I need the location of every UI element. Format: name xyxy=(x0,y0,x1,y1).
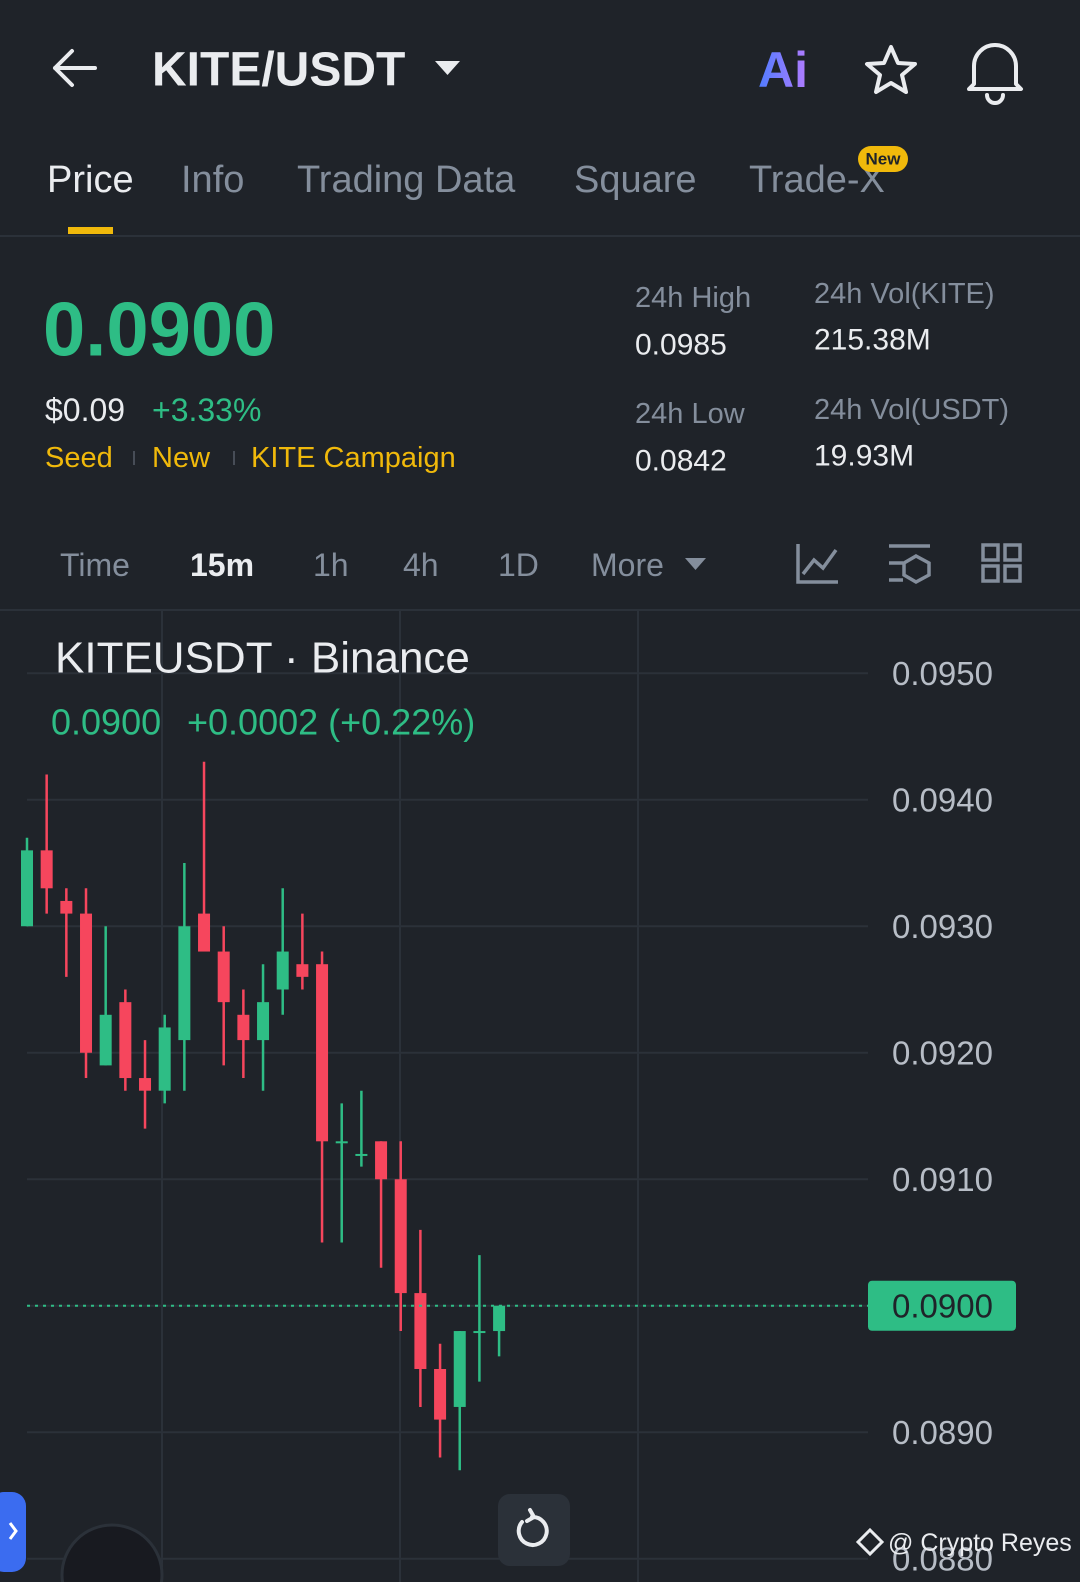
stat-label: 24h High xyxy=(635,282,751,314)
candle-body xyxy=(276,951,289,990)
candle-body xyxy=(158,1027,171,1091)
chart-type-button[interactable] xyxy=(796,544,838,584)
usd-price: $0.09 xyxy=(45,392,125,428)
y-tick-label: 0.0880 xyxy=(892,1540,993,1577)
ai-button[interactable]: Ai xyxy=(758,42,808,98)
candle-body xyxy=(453,1331,466,1407)
current-price-box xyxy=(868,1280,1016,1331)
indicator-button[interactable] xyxy=(889,544,931,585)
y-tick-label: 0.0940 xyxy=(892,781,993,818)
chart-title: KITEUSDT · Binance xyxy=(55,634,470,683)
candle-body xyxy=(296,964,309,977)
tab[interactable]: Info xyxy=(181,159,244,201)
watermark: @ Crypto Reyes xyxy=(888,1529,1072,1557)
chart: 0.0950 0.0940 0.0930 0.0920 0.0910 0.0900 0.08… xyxy=(21,610,1016,1582)
candle-body xyxy=(198,913,211,952)
tv-logo xyxy=(60,1523,164,1582)
stat-value: 215.38M xyxy=(814,324,931,357)
chart-change: +0.0002 (+0.22%) xyxy=(187,702,475,743)
last-price: 0.0900 xyxy=(43,288,275,373)
interval[interactable]: 1D xyxy=(498,547,539,583)
tab[interactable]: Square xyxy=(574,159,697,201)
more-arrow xyxy=(685,558,706,570)
back-button[interactable] xyxy=(53,49,97,87)
candle-body xyxy=(99,1014,112,1066)
candle-body xyxy=(493,1305,506,1332)
candle-body xyxy=(316,964,329,1142)
reset-icon xyxy=(516,1508,549,1547)
candle-body xyxy=(375,1141,388,1180)
chart-last: 0.0900 xyxy=(51,702,161,743)
candle-body xyxy=(178,926,191,1041)
candle-body xyxy=(119,1002,132,1079)
y-tick-label: 0.0920 xyxy=(892,1034,993,1071)
stat-label: 24h Vol(KITE) xyxy=(814,278,995,310)
layout-button[interactable] xyxy=(981,543,1022,583)
watermark-icon xyxy=(855,1527,885,1557)
side-arrow xyxy=(8,1522,18,1540)
favorite-button[interactable] xyxy=(865,45,917,94)
candle-body xyxy=(40,850,53,889)
stat-value: 0.0842 xyxy=(635,445,727,478)
candle-body xyxy=(355,1153,368,1156)
stat-value: 19.93M xyxy=(814,440,914,473)
tag[interactable]: KITE Campaign xyxy=(251,442,456,474)
candle-body xyxy=(394,1179,407,1294)
candle-body xyxy=(21,850,33,927)
y-tick-label: 0.0950 xyxy=(892,655,993,692)
reset-button[interactable] xyxy=(498,1494,570,1566)
candle-body xyxy=(335,1141,348,1144)
interval[interactable]: Time xyxy=(60,547,130,583)
tab[interactable]: Price xyxy=(47,159,134,201)
price-change: +3.33% xyxy=(152,392,261,428)
pair-title[interactable]: KITE/USDT xyxy=(152,44,405,97)
interval[interactable]: 4h xyxy=(403,547,439,583)
pair-dropdown[interactable] xyxy=(435,61,460,75)
y-tick-label: 0.0930 xyxy=(892,908,993,945)
y-tick-label: 0.0910 xyxy=(892,1161,993,1198)
tag[interactable]: Seed xyxy=(45,442,113,474)
candle-body xyxy=(473,1331,486,1334)
candle-body xyxy=(217,951,230,1003)
candle-body xyxy=(414,1293,427,1369)
stat-label: 24h Low xyxy=(635,398,746,430)
tab-indicator xyxy=(68,227,113,234)
candle-body xyxy=(80,913,93,1053)
interval[interactable]: 15m xyxy=(190,547,254,583)
interval[interactable]: More xyxy=(591,547,664,583)
stat-label: 24h Vol(USDT) xyxy=(814,394,1009,426)
badge-text: New xyxy=(866,150,902,169)
tab[interactable]: Trading Data xyxy=(297,159,516,201)
candle-body xyxy=(139,1078,152,1091)
side-tab[interactable] xyxy=(0,1492,26,1572)
candle-body xyxy=(237,1014,250,1041)
candle-body xyxy=(434,1369,447,1420)
stat-value: 0.0985 xyxy=(635,329,727,362)
y-tick-label: 0.0890 xyxy=(892,1414,993,1451)
tag[interactable]: New xyxy=(152,442,211,474)
candle-body xyxy=(60,900,73,914)
current-price-label: 0.0900 xyxy=(892,1287,993,1324)
alert-button[interactable] xyxy=(967,43,1023,105)
new-badge xyxy=(858,146,908,172)
candle-body xyxy=(257,1002,270,1041)
interval[interactable]: 1h xyxy=(313,547,349,583)
